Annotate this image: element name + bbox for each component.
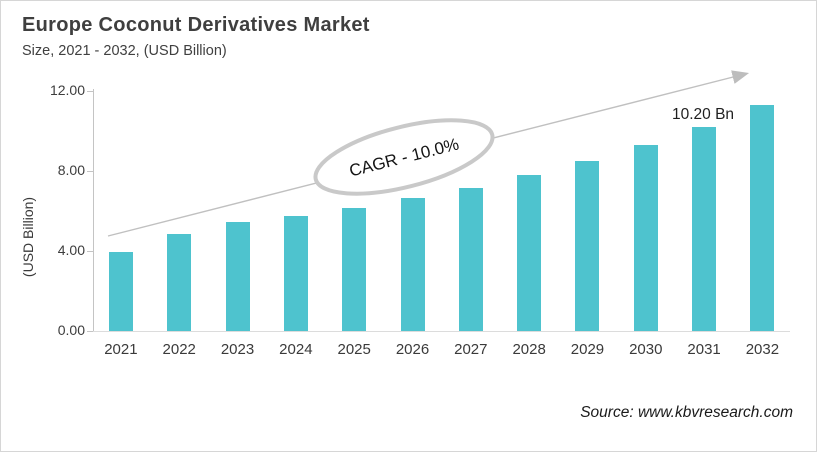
x-tick-label-2028: 2028: [512, 341, 546, 358]
y-tick-mark-8.00: [87, 171, 93, 172]
bar-2025: [342, 208, 367, 331]
bar-2022: [167, 234, 192, 331]
bar-2027: [458, 188, 483, 331]
x-tick-label-2027: 2027: [454, 341, 488, 358]
bar-2026: [400, 198, 425, 331]
bar-2028: [517, 175, 542, 331]
chart-subtitle: Size, 2021 - 2032, (USD Billion): [22, 43, 227, 59]
bar-2023: [225, 222, 250, 331]
y-tick-label-0.00: 0.00: [57, 322, 85, 338]
source-text: Source: www.kbvresearch.com: [580, 404, 793, 421]
x-tick-label-2023: 2023: [220, 341, 255, 358]
chart-title: Europe Coconut Derivatives Market: [22, 14, 370, 36]
bar-2032: [750, 105, 775, 331]
value-label-2031: 10.20 Bn: [671, 106, 735, 123]
y-axis-label: (USD Billion): [20, 196, 36, 278]
y-axis-line: [93, 89, 94, 332]
y-tick-label-8.00: 8.00: [57, 162, 85, 178]
y-tick-label-12.00: 12.00: [49, 82, 85, 98]
bar-2021: [108, 251, 133, 331]
x-tick-label-2022: 2022: [162, 341, 196, 358]
x-axis-baseline: [93, 331, 790, 332]
x-tick-label-2025: 2025: [337, 341, 371, 358]
x-tick-label-2021: 2021: [104, 341, 138, 358]
bar-2030: [633, 145, 658, 331]
x-tick-label-2030: 2030: [629, 341, 663, 358]
y-tick-mark-12.00: [87, 91, 93, 92]
cagr-label: CAGR - 10.0%: [347, 134, 461, 180]
x-tick-label-2032: 2032: [745, 341, 780, 358]
bar-2031: [692, 127, 717, 331]
x-tick-label-2024: 2024: [279, 341, 313, 358]
y-tick-label-4.00: 4.00: [57, 242, 85, 258]
bar-2024: [283, 215, 308, 331]
y-tick-mark-0.00: [87, 331, 93, 332]
x-tick-label-2029: 2029: [570, 341, 605, 358]
x-tick-label-2031: 2031: [687, 341, 721, 358]
y-tick-mark-4.00: [87, 251, 93, 252]
bar-2029: [575, 161, 600, 331]
x-tick-label-2026: 2026: [395, 341, 430, 358]
